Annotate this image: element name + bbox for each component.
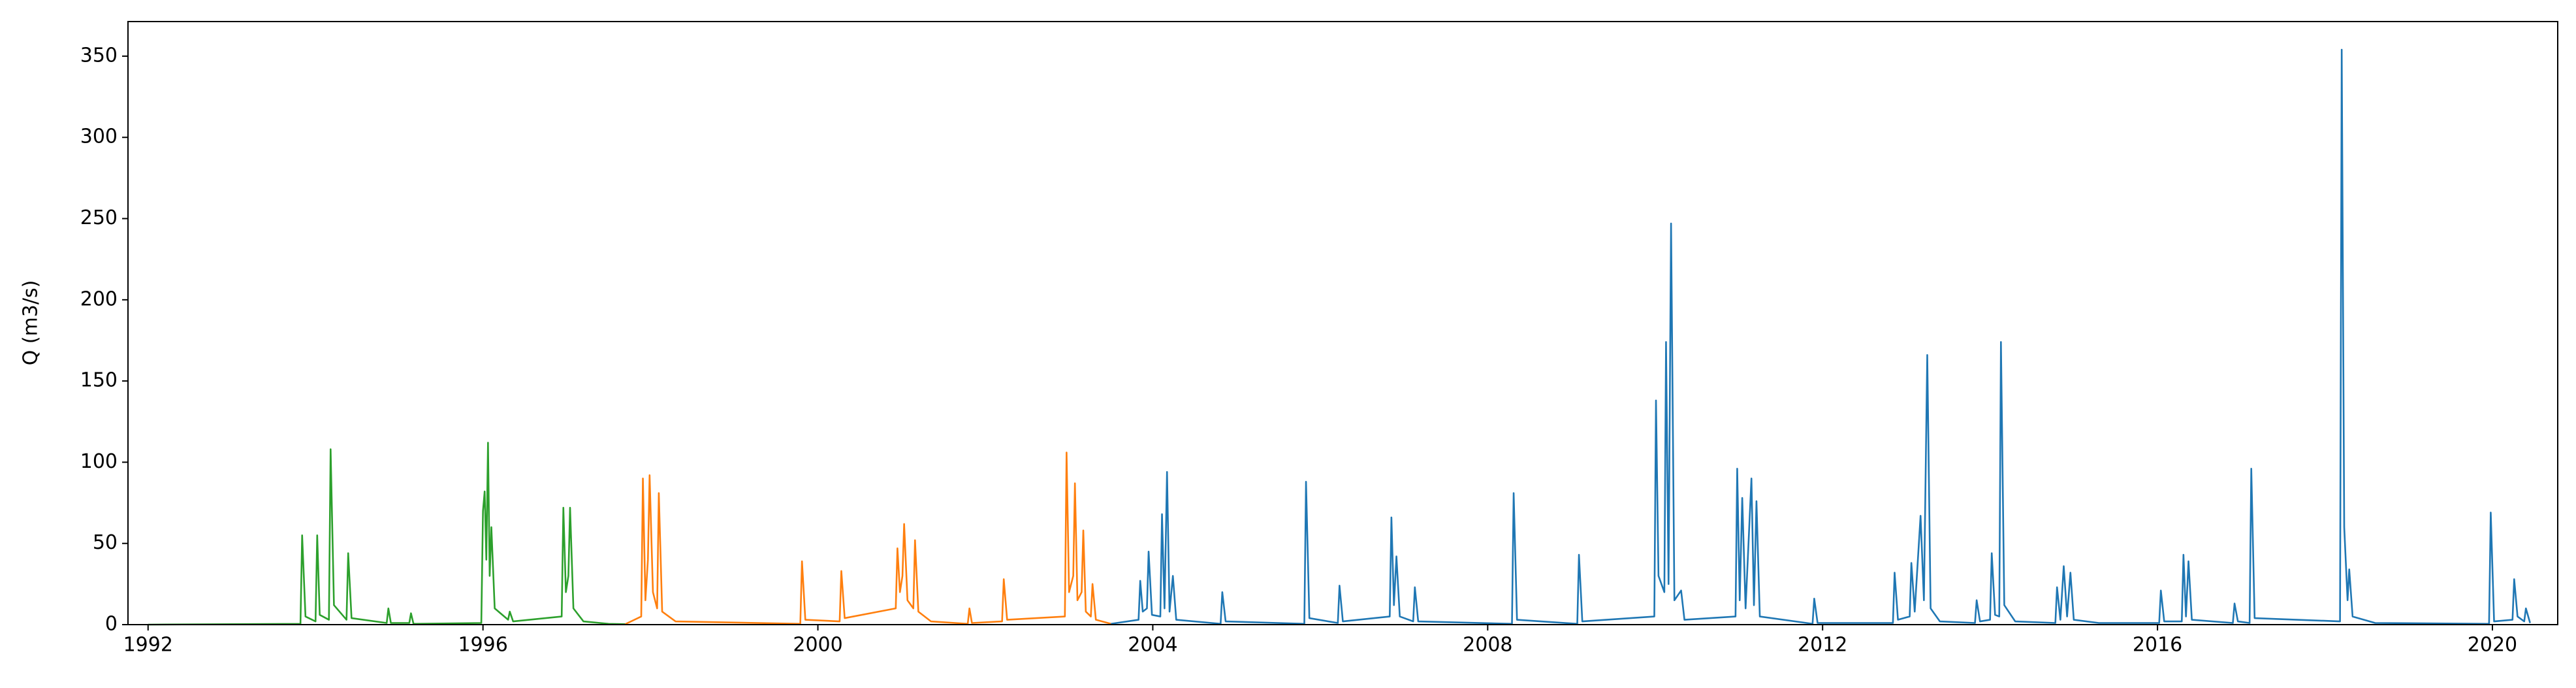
x-tick-label: 2016	[2133, 634, 2182, 657]
x-tick-label: 2020	[2468, 634, 2517, 657]
y-tick-label: 250	[80, 206, 118, 229]
series-line	[625, 451, 1111, 625]
y-tick-label: 300	[80, 125, 118, 148]
x-tick-label: 1996	[458, 634, 507, 657]
y-tick-label: 350	[80, 44, 118, 67]
y-tick-label: 200	[80, 287, 118, 310]
y-axis-label: Q (m3/s)	[20, 280, 42, 366]
x-tick-label: 2012	[1798, 634, 1847, 657]
y-tick-label: 150	[80, 369, 118, 392]
y-tick-label: 0	[105, 613, 118, 636]
y-tick-label: 50	[93, 531, 118, 554]
x-tick-label: 2000	[793, 634, 842, 657]
x-tick-label: 1992	[123, 634, 173, 657]
series-line	[148, 442, 626, 626]
series-line	[1111, 48, 2531, 625]
x-tick-label: 2004	[1128, 634, 1177, 657]
x-tick-label: 2008	[1463, 634, 1512, 657]
plot-frame	[127, 21, 2558, 625]
y-tick-label: 100	[80, 450, 118, 473]
